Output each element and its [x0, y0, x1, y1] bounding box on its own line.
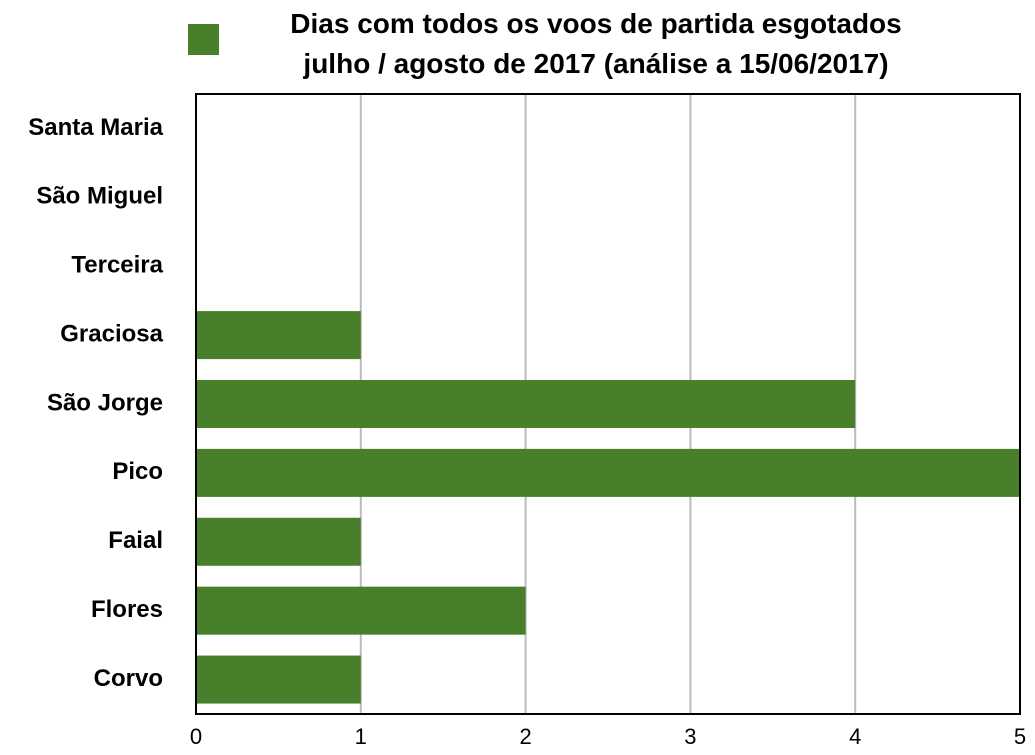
- bar: [196, 517, 361, 566]
- bar: [196, 311, 361, 360]
- y-tick-label: Flores: [91, 596, 163, 623]
- y-tick-label: Graciosa: [60, 320, 163, 347]
- bar: [196, 655, 361, 704]
- y-tick-label: Santa Maria: [28, 114, 163, 141]
- plot-frame: [195, 93, 1021, 715]
- y-tick-label: São Jorge: [47, 389, 163, 416]
- bar: [196, 448, 1020, 497]
- x-tick-label: 1: [355, 724, 367, 749]
- bar: [196, 586, 526, 635]
- y-tick-label: Faial: [108, 527, 163, 554]
- legend-swatch: [188, 24, 219, 55]
- x-tick-label: 2: [519, 724, 531, 749]
- bar: [196, 380, 856, 428]
- y-tick-label: Corvo: [94, 665, 163, 692]
- x-tick-label: 3: [684, 724, 696, 749]
- legend-label: Dias com todos os voos de partida esgota…: [290, 8, 902, 79]
- x-tick-label: 4: [849, 724, 861, 749]
- x-tick-label: 0: [190, 724, 202, 749]
- y-tick-label: São Miguel: [36, 183, 163, 210]
- y-tick-label: Terceira: [71, 252, 163, 279]
- x-tick-label: 5: [1014, 724, 1026, 749]
- y-tick-label: Pico: [112, 458, 163, 485]
